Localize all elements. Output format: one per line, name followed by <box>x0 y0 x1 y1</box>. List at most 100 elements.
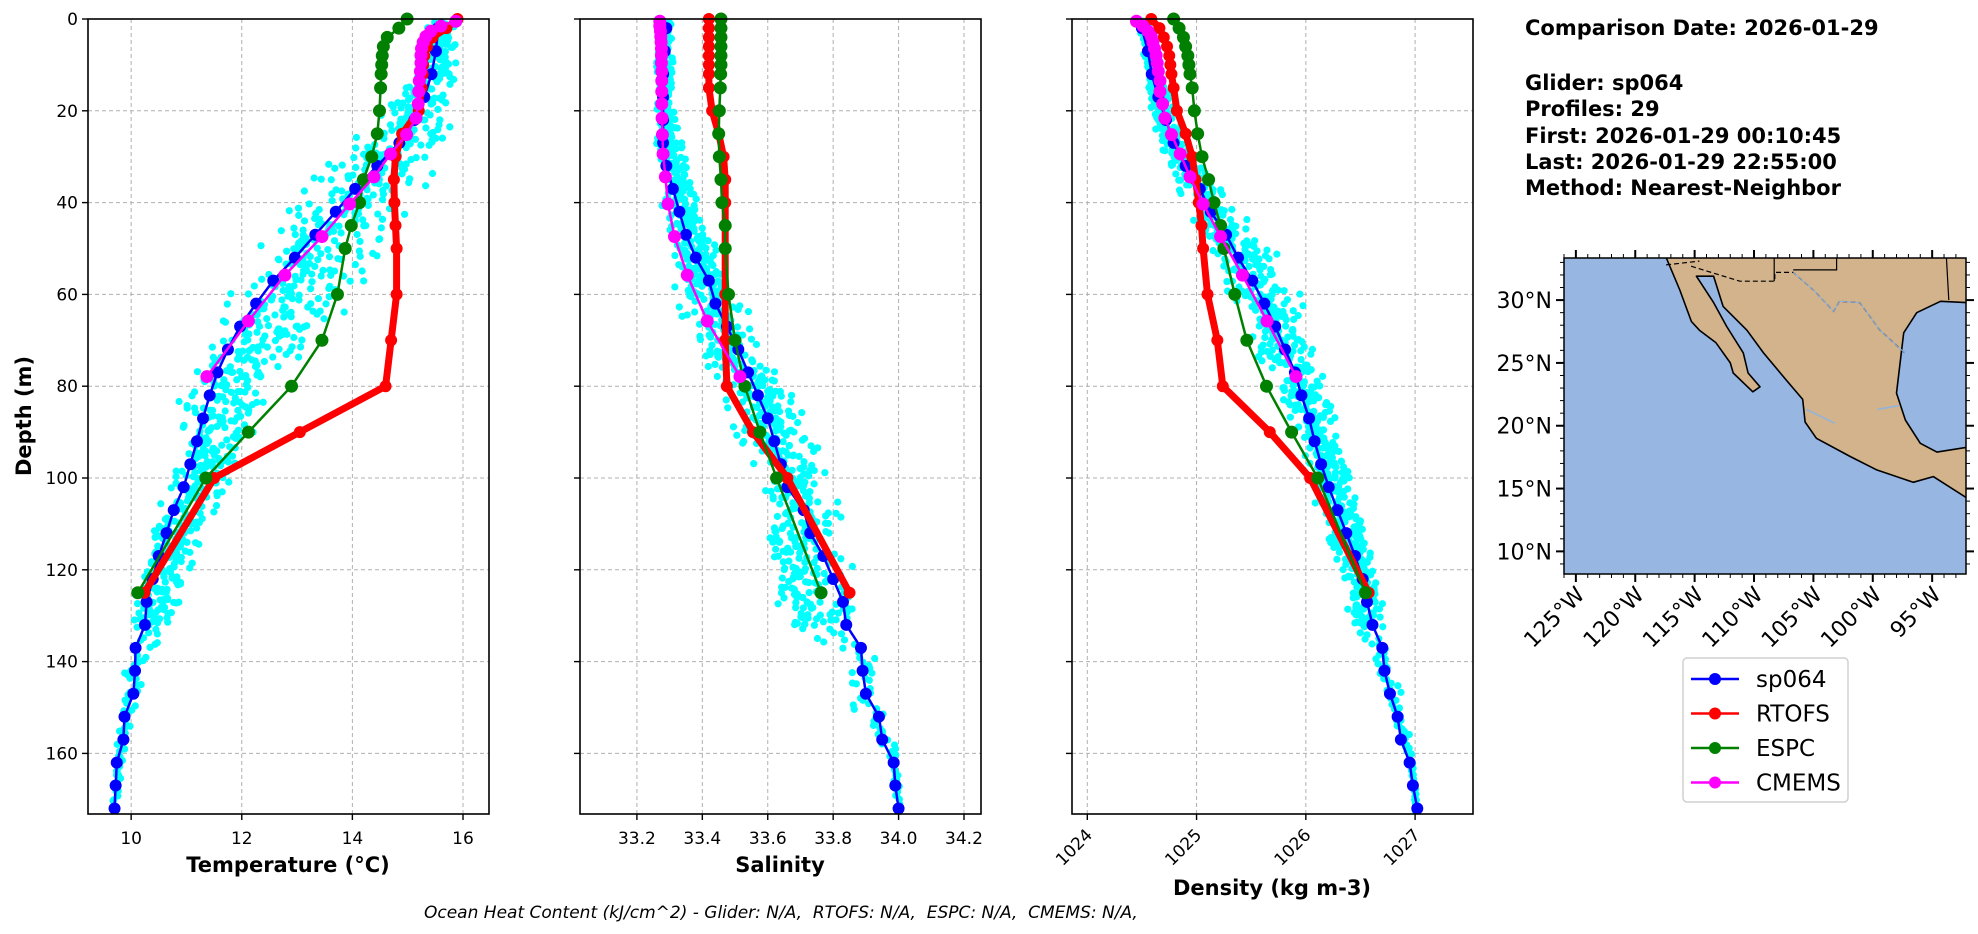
info-text-block: Comparison Date: 2026-01-29 Glider: sp06… <box>1525 16 1879 200</box>
glider-profile-dot <box>754 377 763 385</box>
data-point-rtofs <box>1195 219 1208 232</box>
glider-profile-dot <box>172 472 180 481</box>
glider-profile-dot <box>221 423 229 432</box>
data-point-cmems <box>434 19 448 33</box>
glider-profile-dot <box>771 407 779 415</box>
glider-profile-dot <box>161 578 169 586</box>
glider-profile-dot <box>157 500 165 508</box>
glider-profile-dot <box>780 565 788 574</box>
data-point-espc <box>353 196 367 210</box>
glider-profile-dot <box>724 404 732 412</box>
glider-profile-dot <box>405 179 413 187</box>
data-point-cmems <box>733 370 747 384</box>
glider-profile-dot <box>749 358 757 366</box>
glider-profile-dot <box>796 572 804 581</box>
glider-profile-dot <box>290 333 298 342</box>
data-point-cmems <box>655 85 669 99</box>
glider-profile-dot <box>810 621 818 629</box>
glider-profile-dot <box>1152 125 1160 133</box>
glider-profile-dot <box>1274 286 1282 294</box>
data-point-cmems <box>1214 230 1228 244</box>
glider-profile-dot <box>1335 548 1344 556</box>
data-point-sp064 <box>429 45 442 58</box>
glider-profile-dot <box>441 48 449 56</box>
glider-profile-dot <box>837 555 845 563</box>
data-point-cmems <box>1235 268 1249 282</box>
glider-profile-dot <box>850 705 858 713</box>
glider-profile-dot <box>402 84 410 92</box>
data-point-rtofs <box>385 334 398 347</box>
glider-profile-dot <box>325 253 334 261</box>
glider-profile-dot <box>271 311 279 319</box>
glider-profile-dot <box>672 139 680 147</box>
glider-profile-dot <box>709 261 717 270</box>
glider-profile-dot <box>317 250 325 258</box>
series-cmems <box>1129 14 1303 384</box>
glider-profile-dot <box>1259 341 1267 349</box>
data-point-rtofs <box>1153 22 1166 35</box>
data-point-sp064 <box>211 366 224 379</box>
ocean-heat-content-caption: Ocean Heat Content (kJ/cm^2) - Glider: N… <box>424 903 1138 923</box>
glider-profile-dot <box>1161 147 1169 155</box>
glider-profile-dot <box>172 467 180 475</box>
glider-profile-dot <box>1252 306 1260 314</box>
glider-profile-dot <box>218 441 226 449</box>
glider-profile-dot <box>1175 176 1183 184</box>
glider-profile-dot <box>1332 463 1340 471</box>
data-point-cmems <box>278 268 292 282</box>
glider-profile-dot <box>1311 391 1319 399</box>
data-point-rtofs <box>1165 68 1178 81</box>
glider-profile-dot <box>423 109 431 117</box>
glider-profile-dot <box>671 251 679 260</box>
glider-profile-dot <box>671 168 679 177</box>
border-line <box>1666 260 1700 266</box>
glider-profile-dot <box>1220 262 1228 270</box>
data-point-espc <box>714 58 728 72</box>
glider-profile-dot <box>222 397 230 406</box>
glider-profile-dot <box>227 388 235 396</box>
data-point-sp064 <box>1406 779 1419 792</box>
glider-profile-dot <box>681 155 689 163</box>
glider-profile-dot <box>1248 255 1257 263</box>
data-point-sp064 <box>329 205 342 218</box>
glider-profile-dot <box>288 295 296 303</box>
data-point-sp064 <box>1246 274 1259 287</box>
glider-profile-dot <box>274 362 282 371</box>
glider-profile-dot <box>300 217 309 225</box>
glider-profile-dot <box>1297 347 1305 355</box>
glider-profile-dot <box>1296 290 1304 298</box>
glider-profile-dot <box>176 578 185 587</box>
data-point-sp064 <box>768 435 781 448</box>
glider-profile-dot <box>1326 417 1335 425</box>
glider-profile-dot <box>407 155 415 164</box>
glider-profile-dot <box>700 295 708 303</box>
glider-profile-dot <box>789 563 797 571</box>
glider-profile-dot <box>344 175 353 183</box>
glider-profile-dot <box>428 169 437 178</box>
glider-profile-dot <box>821 519 830 527</box>
glider-profile-dot <box>683 220 691 229</box>
data-point-espc <box>1228 287 1242 301</box>
data-point-cmems <box>315 230 329 244</box>
glider-profile-dot <box>739 439 747 447</box>
glider-profile-dot <box>260 305 268 313</box>
glider-profile-dot <box>812 615 821 623</box>
glider-profile-dot <box>275 325 283 333</box>
glider-profile-dot <box>298 336 306 344</box>
glider-profile-dot <box>807 604 816 612</box>
glider-profile-dot <box>797 464 805 472</box>
glider-profile-dot <box>374 210 382 218</box>
glider-profile-dot <box>822 512 830 520</box>
glider-profile-dot <box>452 59 460 67</box>
data-point-espc <box>1195 150 1209 164</box>
glider-profile-dot <box>179 423 187 431</box>
glider-profile-dot <box>1258 357 1266 365</box>
glider-profile-dot <box>795 554 803 562</box>
glider-profile-dot <box>1282 322 1290 330</box>
glider-profile-dot <box>191 409 200 417</box>
glider-profile-dot <box>772 545 780 553</box>
data-point-sp064 <box>859 687 872 700</box>
glider-profile-dot <box>330 237 339 245</box>
